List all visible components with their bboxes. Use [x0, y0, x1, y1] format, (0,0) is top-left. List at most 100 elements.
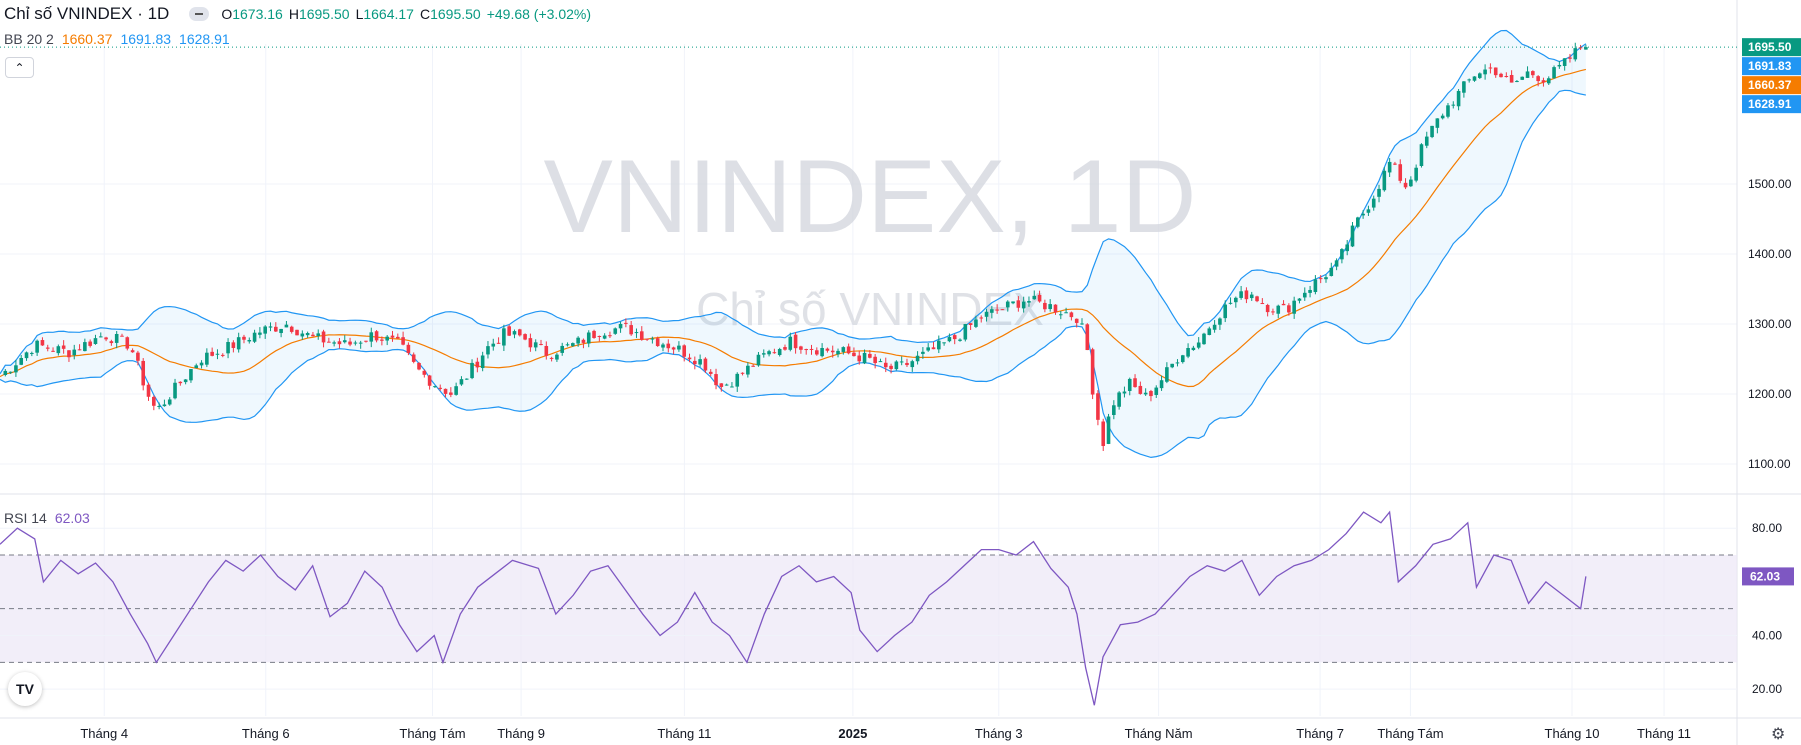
candle-body — [173, 382, 177, 399]
candle-body — [751, 365, 755, 367]
candle-body — [788, 336, 793, 350]
chart-header: Chỉ số VNINDEX · 1D O1673.16 H1695.50 L1… — [4, 4, 591, 24]
candle-body — [136, 352, 140, 361]
candle-body — [724, 384, 729, 386]
candle-body — [809, 348, 814, 350]
candle-body — [1027, 301, 1031, 303]
candle-body — [1260, 303, 1265, 305]
candle-body — [565, 344, 570, 346]
candle-body — [496, 342, 501, 344]
bb-legend[interactable]: BB 20 2 1660.37 1691.83 1628.91 — [4, 31, 230, 47]
time-tick-label: Tháng 11 — [657, 726, 711, 741]
candle-body — [926, 347, 930, 351]
candle-body — [852, 352, 856, 357]
candle-body — [846, 346, 851, 354]
candle-body — [592, 330, 596, 338]
candle-body — [1324, 277, 1328, 280]
time-axis: Tháng 4 Tháng 6 Tháng Tám Tháng 9 Tháng 11 20… — [80, 726, 1691, 741]
candle-body — [1584, 47, 1588, 50]
tradingview-logo-icon[interactable]: TV — [8, 672, 42, 706]
open-label: O — [221, 6, 233, 22]
candle-body — [83, 342, 87, 352]
time-tick-label: Tháng 4 — [80, 726, 128, 741]
candle-body — [1318, 278, 1323, 280]
time-tick-label: Tháng 6 — [242, 726, 290, 741]
candle-body — [756, 354, 761, 366]
candle-body — [305, 333, 310, 336]
candle-body — [1053, 304, 1058, 313]
candle-body — [1074, 318, 1079, 323]
candle-body — [56, 346, 61, 354]
candle-body — [1472, 76, 1477, 81]
rsi-pane — [0, 510, 1737, 706]
bb-params: 20 2 — [26, 31, 54, 47]
candle-body — [1462, 81, 1466, 93]
candle-body — [146, 384, 151, 397]
candle-body — [1143, 392, 1148, 395]
candle-body — [1212, 324, 1217, 330]
candle-body — [1382, 170, 1387, 191]
candle-body — [30, 352, 34, 354]
candle-body — [661, 344, 665, 348]
candle-body — [1377, 188, 1381, 197]
candle-body — [130, 350, 135, 353]
candle-body — [327, 341, 331, 343]
gear-glyph: ⚙ — [1771, 726, 1786, 743]
candle-body — [1043, 302, 1047, 310]
candle-body — [836, 350, 840, 355]
price-label-box — [1742, 95, 1801, 114]
candle-body — [390, 335, 395, 338]
symbol-title[interactable]: Chỉ số VNINDEX · 1D — [4, 4, 170, 23]
candle-body — [1159, 380, 1164, 389]
candle-body — [1414, 167, 1418, 181]
price-label-box — [1742, 76, 1801, 95]
candle-body — [274, 326, 278, 332]
candle-body — [968, 323, 973, 325]
candle-body — [539, 344, 543, 346]
rsi-tick-label: 40.00 — [1752, 629, 1782, 643]
candle-body — [1276, 305, 1281, 314]
candle-body — [374, 331, 379, 341]
candle-body — [1504, 76, 1509, 78]
collapse-icon[interactable] — [189, 7, 210, 21]
rsi-legend[interactable]: RSI 14 62.03 — [4, 510, 90, 526]
time-tick-label: Tháng 9 — [497, 726, 545, 741]
candle-body — [1106, 416, 1111, 444]
logo-text: TV — [16, 681, 34, 697]
rsi-params: 14 — [31, 510, 47, 526]
candle-body — [905, 362, 909, 366]
candle-body — [1578, 47, 1583, 49]
candle-body — [98, 336, 103, 338]
candle-body — [1493, 67, 1498, 76]
candle-body — [470, 362, 474, 379]
candle-body — [799, 346, 803, 350]
candle-body — [958, 339, 962, 341]
candle-body — [438, 387, 443, 389]
candle-body — [608, 335, 612, 337]
candle-body — [40, 340, 45, 346]
caret-up-icon[interactable]: ⌃ — [5, 57, 34, 78]
candle-body — [337, 341, 342, 345]
candle-body — [624, 322, 628, 324]
candle-body — [528, 338, 533, 348]
bb-basis-line — [0, 68, 1587, 388]
candle-body — [820, 348, 824, 357]
candle-body — [1371, 198, 1376, 208]
bb-lower-line — [0, 89, 1586, 459]
candle-body — [120, 335, 124, 337]
candle-body — [974, 319, 978, 327]
candle-body — [422, 370, 427, 375]
candle-body — [109, 341, 114, 344]
candle-body — [247, 340, 252, 342]
candle-body — [1509, 75, 1514, 83]
candle-body — [380, 339, 384, 341]
candle-body — [1552, 67, 1556, 79]
price-tick-label: 1300.00 — [1748, 317, 1792, 331]
candle-body — [523, 334, 527, 340]
gear-icon[interactable]: ⚙ — [1771, 724, 1785, 744]
candle-body — [698, 359, 702, 365]
watermark-symbol: VNINDEX, 1D — [543, 139, 1196, 255]
candle-body — [586, 332, 591, 344]
candle-body — [1308, 289, 1312, 293]
candle-body — [714, 374, 718, 386]
